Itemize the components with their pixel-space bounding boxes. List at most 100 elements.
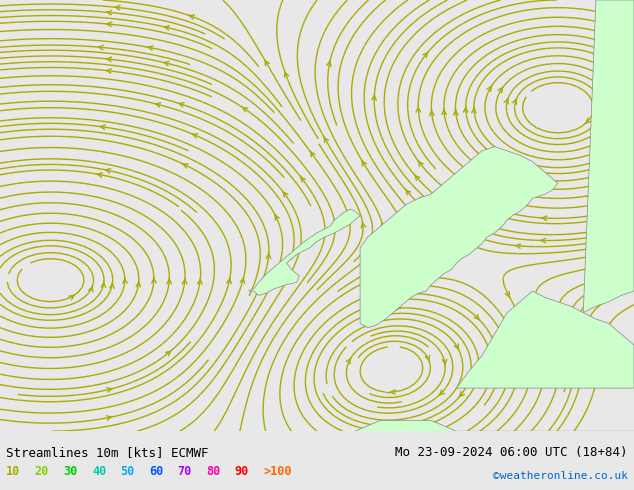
FancyArrowPatch shape [504, 98, 508, 104]
FancyArrowPatch shape [534, 312, 539, 318]
FancyArrowPatch shape [285, 71, 288, 77]
FancyArrowPatch shape [165, 351, 171, 356]
FancyArrowPatch shape [164, 61, 169, 66]
FancyArrowPatch shape [391, 390, 395, 394]
FancyArrowPatch shape [415, 175, 420, 180]
FancyArrowPatch shape [275, 214, 280, 220]
FancyArrowPatch shape [598, 356, 603, 362]
FancyArrowPatch shape [585, 118, 591, 123]
FancyArrowPatch shape [439, 390, 444, 395]
FancyArrowPatch shape [399, 297, 404, 302]
FancyArrowPatch shape [416, 106, 420, 112]
FancyArrowPatch shape [541, 216, 547, 220]
FancyArrowPatch shape [198, 278, 202, 284]
Polygon shape [583, 0, 634, 313]
FancyArrowPatch shape [107, 69, 112, 74]
FancyArrowPatch shape [574, 339, 578, 345]
FancyArrowPatch shape [504, 320, 508, 326]
FancyArrowPatch shape [266, 252, 271, 259]
FancyArrowPatch shape [152, 277, 156, 283]
Text: 50: 50 [120, 465, 134, 478]
Polygon shape [360, 147, 558, 328]
FancyArrowPatch shape [459, 392, 464, 397]
FancyArrowPatch shape [242, 107, 248, 112]
FancyArrowPatch shape [474, 315, 479, 320]
FancyArrowPatch shape [472, 107, 476, 113]
FancyArrowPatch shape [192, 134, 198, 138]
FancyArrowPatch shape [310, 151, 315, 157]
FancyArrowPatch shape [455, 344, 459, 350]
FancyArrowPatch shape [183, 164, 188, 168]
Text: 10: 10 [6, 465, 20, 478]
FancyArrowPatch shape [101, 281, 106, 288]
Text: Streamlines 10m [kts] ECMWF: Streamlines 10m [kts] ECMWF [6, 446, 209, 459]
FancyArrowPatch shape [567, 315, 572, 320]
FancyArrowPatch shape [123, 277, 127, 283]
Text: 80: 80 [206, 465, 220, 478]
FancyArrowPatch shape [361, 221, 366, 228]
Text: ©weatheronline.co.uk: ©weatheronline.co.uk [493, 471, 628, 481]
FancyArrowPatch shape [381, 221, 385, 228]
FancyArrowPatch shape [487, 86, 492, 92]
Text: 40: 40 [92, 465, 106, 478]
FancyArrowPatch shape [505, 292, 510, 297]
Text: 30: 30 [63, 465, 77, 478]
FancyArrowPatch shape [418, 161, 423, 167]
FancyArrowPatch shape [512, 98, 517, 104]
FancyArrowPatch shape [430, 110, 434, 116]
FancyArrowPatch shape [97, 173, 102, 177]
FancyArrowPatch shape [136, 281, 141, 287]
FancyArrowPatch shape [453, 109, 458, 115]
Text: 20: 20 [35, 465, 49, 478]
FancyArrowPatch shape [556, 328, 560, 334]
FancyArrowPatch shape [107, 416, 112, 420]
FancyArrowPatch shape [107, 388, 112, 392]
FancyArrowPatch shape [581, 356, 586, 362]
FancyArrowPatch shape [395, 306, 400, 311]
Polygon shape [266, 420, 634, 490]
Text: 60: 60 [149, 465, 163, 478]
FancyArrowPatch shape [183, 278, 187, 284]
FancyArrowPatch shape [100, 125, 105, 129]
FancyArrowPatch shape [443, 359, 447, 366]
FancyArrowPatch shape [105, 169, 111, 173]
FancyArrowPatch shape [69, 295, 75, 300]
FancyArrowPatch shape [179, 103, 184, 107]
Polygon shape [249, 209, 360, 295]
FancyArrowPatch shape [107, 10, 112, 15]
FancyArrowPatch shape [372, 94, 376, 100]
FancyArrowPatch shape [541, 238, 546, 243]
FancyArrowPatch shape [189, 15, 195, 19]
FancyArrowPatch shape [98, 45, 103, 49]
FancyArrowPatch shape [148, 46, 153, 50]
FancyArrowPatch shape [301, 176, 306, 182]
FancyArrowPatch shape [89, 286, 93, 292]
FancyArrowPatch shape [164, 25, 169, 30]
FancyArrowPatch shape [283, 191, 288, 197]
FancyArrowPatch shape [264, 60, 269, 66]
FancyArrowPatch shape [155, 103, 160, 107]
Text: 90: 90 [235, 465, 249, 478]
FancyArrowPatch shape [426, 232, 430, 238]
FancyArrowPatch shape [515, 244, 521, 248]
Polygon shape [456, 291, 634, 388]
FancyArrowPatch shape [423, 52, 428, 58]
FancyArrowPatch shape [110, 282, 114, 288]
Text: 70: 70 [178, 465, 191, 478]
FancyArrowPatch shape [107, 22, 112, 26]
FancyArrowPatch shape [346, 358, 351, 364]
FancyArrowPatch shape [361, 160, 366, 166]
FancyArrowPatch shape [463, 106, 468, 112]
FancyArrowPatch shape [498, 87, 503, 93]
FancyArrowPatch shape [403, 285, 408, 289]
FancyArrowPatch shape [240, 277, 245, 283]
FancyArrowPatch shape [324, 137, 328, 143]
FancyArrowPatch shape [167, 278, 171, 284]
FancyArrowPatch shape [327, 60, 331, 67]
Text: >100: >100 [263, 465, 292, 478]
Text: Mo 23-09-2024 06:00 UTC (18+84): Mo 23-09-2024 06:00 UTC (18+84) [395, 446, 628, 459]
FancyArrowPatch shape [425, 355, 430, 362]
FancyArrowPatch shape [442, 108, 446, 115]
FancyArrowPatch shape [115, 5, 120, 10]
FancyArrowPatch shape [405, 189, 411, 195]
